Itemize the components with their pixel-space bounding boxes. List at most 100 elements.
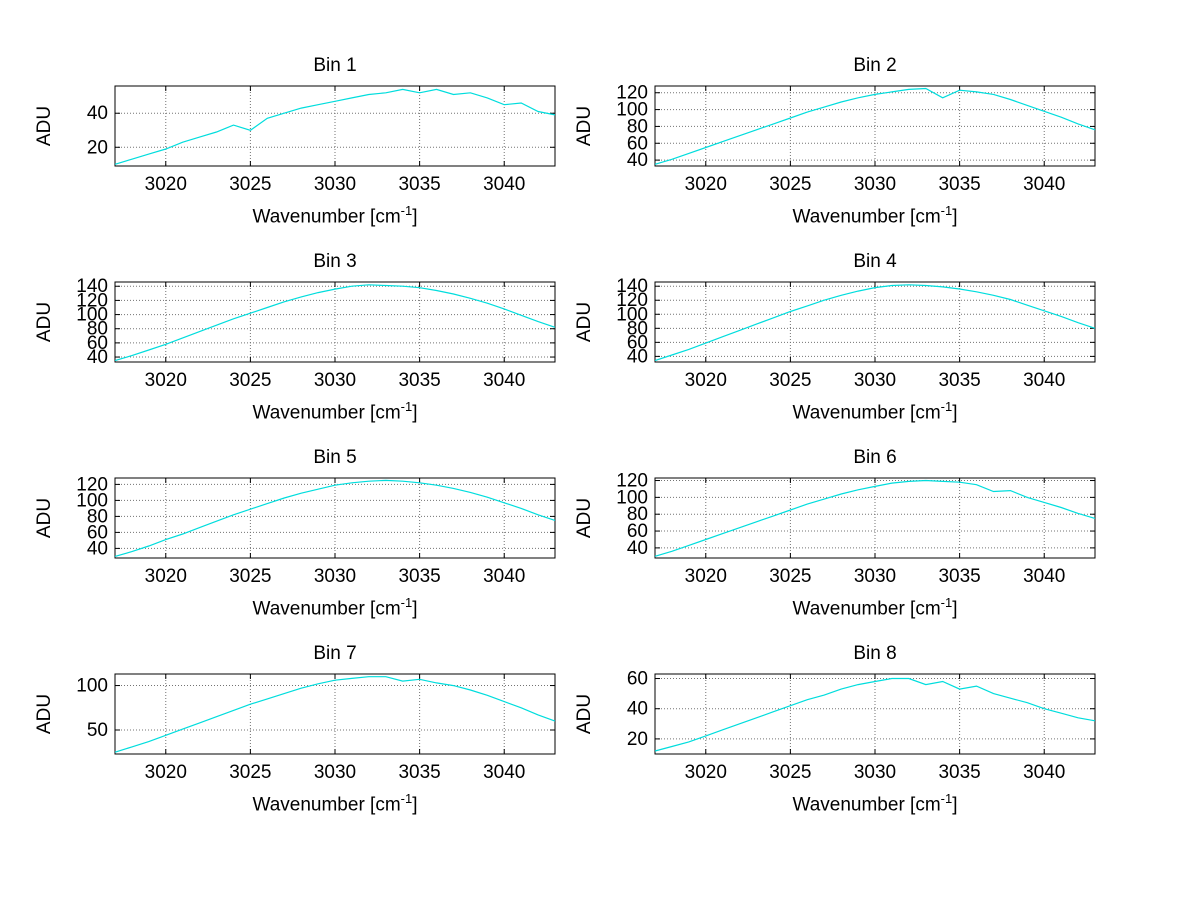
svg-text:3040: 3040	[1023, 370, 1065, 391]
x-axis-label-close: ]	[952, 794, 958, 816]
x-axis-label-exponent: -1	[940, 791, 953, 806]
svg-text:60: 60	[87, 333, 108, 354]
x-axis-label-exponent: -1	[400, 791, 413, 806]
svg-text:100: 100	[616, 304, 648, 325]
x-axis-label-exponent: -1	[940, 595, 953, 610]
x-axis-label: Wavenumber [cm-1]	[655, 394, 1095, 424]
y-axis-label: ADU	[34, 105, 55, 147]
subplot-bin-3: Bin 3 ADU 3020 3025 3030 3035 3040 40 60 80 100 1…	[34, 250, 577, 446]
svg-text:80: 80	[627, 116, 648, 137]
svg-text:3030: 3030	[314, 370, 356, 391]
plot-title: Bin 2	[853, 55, 897, 76]
y-axis-label: ADU	[34, 301, 55, 343]
svg-text:3025: 3025	[229, 370, 271, 391]
subplot-bin-2: Bin 2 ADU 3020 3025 3030 3035 3040 40 60 80 100 1…	[574, 54, 1117, 250]
svg-text:20: 20	[87, 137, 108, 158]
svg-text:120: 120	[76, 290, 108, 311]
svg-text:3030: 3030	[314, 762, 356, 783]
x-axis-label-close: ]	[412, 402, 418, 424]
svg-text:3035: 3035	[938, 370, 980, 391]
svg-text:50: 50	[87, 720, 108, 741]
x-axis-label-text: Wavenumber [cm	[252, 206, 401, 228]
x-axis-label-close: ]	[952, 402, 958, 424]
svg-text:120: 120	[616, 290, 648, 311]
svg-text:3030: 3030	[854, 762, 896, 783]
x-axis-label: Wavenumber [cm-1]	[115, 786, 555, 816]
svg-text:40: 40	[87, 347, 108, 368]
svg-text:80: 80	[87, 319, 108, 340]
svg-text:3040: 3040	[1023, 174, 1065, 195]
svg-text:3025: 3025	[229, 566, 271, 587]
svg-text:3030: 3030	[314, 174, 356, 195]
svg-text:60: 60	[87, 522, 108, 543]
svg-text:3025: 3025	[769, 370, 811, 391]
svg-text:3025: 3025	[769, 566, 811, 587]
svg-text:3030: 3030	[854, 174, 896, 195]
svg-text:100: 100	[616, 100, 648, 121]
svg-text:3035: 3035	[938, 174, 980, 195]
subplot-bin-5: Bin 5 ADU 3020 3025 3030 3035 3040 40 60 80 100 1…	[34, 446, 577, 642]
plot-title: Bin 5	[313, 447, 357, 468]
svg-text:3020: 3020	[145, 174, 187, 195]
svg-text:120: 120	[616, 83, 648, 104]
svg-text:3040: 3040	[483, 762, 525, 783]
plot-title: Bin 4	[853, 251, 897, 272]
svg-text:100: 100	[76, 490, 108, 511]
plot-canvas: 3020 3025 3030 3035 3040 50 100	[76, 673, 556, 783]
svg-text:3040: 3040	[1023, 566, 1065, 587]
plot-title: Bin 1	[313, 55, 357, 76]
svg-text:100: 100	[76, 305, 108, 326]
y-axis-label: ADU	[574, 693, 595, 735]
subplot-bin-4: Bin 4 ADU 3020 3025 3030 3035 3040 40 60 80 100 1…	[574, 250, 1117, 446]
svg-text:80: 80	[87, 506, 108, 527]
svg-text:3035: 3035	[398, 566, 440, 587]
plot-canvas: 3020 3025 3030 3035 3040 20 40	[87, 85, 556, 195]
svg-text:3035: 3035	[938, 762, 980, 783]
subplot-bin-6: Bin 6 ADU 3020 3025 3030 3035 3040 40 60 80 100 1…	[574, 446, 1117, 642]
x-axis-label-close: ]	[952, 206, 958, 228]
x-axis-label-text: Wavenumber [cm	[792, 402, 941, 424]
svg-text:3040: 3040	[483, 370, 525, 391]
svg-text:80: 80	[627, 318, 648, 339]
plot-title: Bin 3	[313, 251, 357, 272]
svg-text:40: 40	[627, 150, 648, 171]
svg-text:40: 40	[627, 538, 648, 559]
x-axis-label-close: ]	[412, 598, 418, 620]
svg-text:20: 20	[627, 729, 648, 750]
x-axis-label-text: Wavenumber [cm	[792, 206, 941, 228]
x-axis-label-close: ]	[412, 206, 418, 228]
svg-text:3020: 3020	[685, 566, 727, 587]
x-axis-label-text: Wavenumber [cm	[252, 794, 401, 816]
x-axis-label: Wavenumber [cm-1]	[115, 590, 555, 620]
x-axis-label-exponent: -1	[940, 203, 953, 218]
svg-text:120: 120	[616, 472, 648, 492]
svg-text:3020: 3020	[145, 370, 187, 391]
subplot-bin-8: Bin 8 ADU 3020 3025 3030 3035 3040 20 40 60 Wav…	[574, 642, 1117, 838]
svg-text:3025: 3025	[229, 762, 271, 783]
svg-text:3020: 3020	[685, 762, 727, 783]
svg-text:40: 40	[627, 699, 648, 720]
subplot-grid: Bin 1 ADU 3020 3025 3030 3035 3040 20 40 Waven…	[0, 54, 1200, 838]
svg-text:40: 40	[627, 346, 648, 367]
svg-text:3020: 3020	[685, 370, 727, 391]
svg-text:40: 40	[87, 538, 108, 559]
svg-text:60: 60	[627, 133, 648, 154]
svg-text:3035: 3035	[398, 762, 440, 783]
x-axis-label-close: ]	[952, 598, 958, 620]
svg-text:3020: 3020	[685, 174, 727, 195]
x-axis-label: Wavenumber [cm-1]	[115, 198, 555, 228]
x-axis-label-text: Wavenumber [cm	[792, 598, 941, 620]
svg-text:3040: 3040	[1023, 762, 1065, 783]
svg-text:3025: 3025	[769, 762, 811, 783]
x-axis-label-text: Wavenumber [cm	[792, 794, 941, 816]
y-axis-label: ADU	[574, 105, 595, 147]
svg-text:60: 60	[627, 332, 648, 353]
svg-text:140: 140	[76, 276, 108, 297]
plot-title: Bin 8	[853, 643, 897, 664]
svg-text:3025: 3025	[769, 174, 811, 195]
svg-text:3020: 3020	[145, 762, 187, 783]
svg-text:100: 100	[76, 676, 108, 697]
